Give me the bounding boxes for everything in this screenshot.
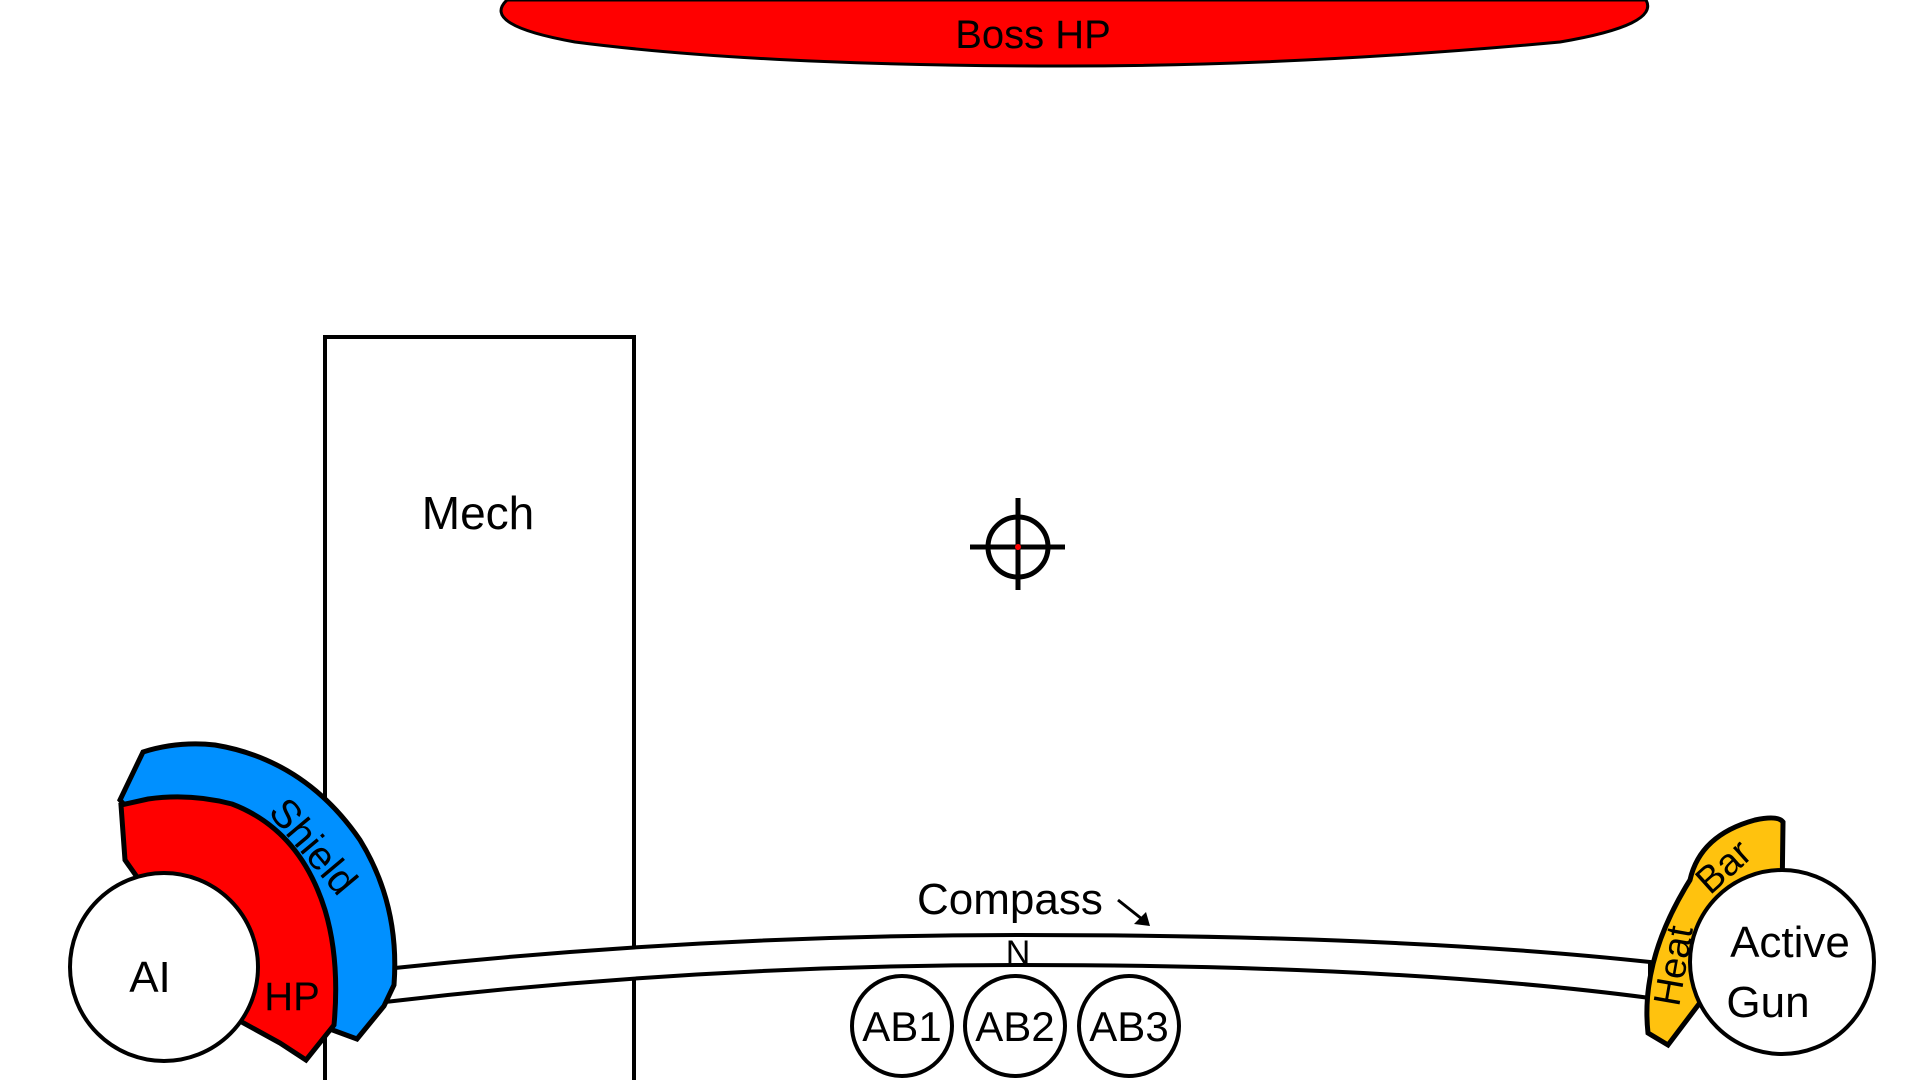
ability-label: AB3: [1089, 1003, 1168, 1050]
compass-heading: N: [1006, 934, 1031, 972]
crosshair-dot: [1015, 544, 1021, 550]
mech-frame: [323, 335, 636, 1080]
mech-label: Mech: [422, 487, 534, 539]
player-status: AI HP Shield: [68, 741, 398, 1064]
ai-portrait: [68, 871, 260, 1063]
ability-label: AB1: [862, 1003, 941, 1050]
boss-hp-bar: Boss HP: [499, 0, 1650, 68]
weapon-status: Active Gun Heat Bar: [1644, 815, 1876, 1056]
ability-bar: AB1 AB2 AB3: [850, 974, 1181, 1078]
active-gun-line1: Active: [1730, 918, 1850, 967]
crosshair-icon: [970, 498, 1065, 590]
ability-slot-2[interactable]: AB2: [963, 974, 1067, 1078]
compass-pointer-icon: [1117, 898, 1150, 926]
compass-label: Compass: [917, 875, 1103, 924]
mech-panel: Mech: [323, 335, 636, 1080]
boss-hp-fill: [499, 0, 1650, 68]
hp-label: HP: [264, 975, 320, 1019]
boss-hp-label: Boss HP: [955, 13, 1111, 57]
ai-label: AI: [129, 953, 171, 1002]
ability-slot-1[interactable]: AB1: [850, 974, 954, 1078]
active-gun-line2: Gun: [1726, 978, 1809, 1027]
ability-label: AB2: [975, 1003, 1054, 1050]
active-gun-icon: [1688, 868, 1876, 1056]
ability-slot-3[interactable]: AB3: [1077, 974, 1181, 1078]
